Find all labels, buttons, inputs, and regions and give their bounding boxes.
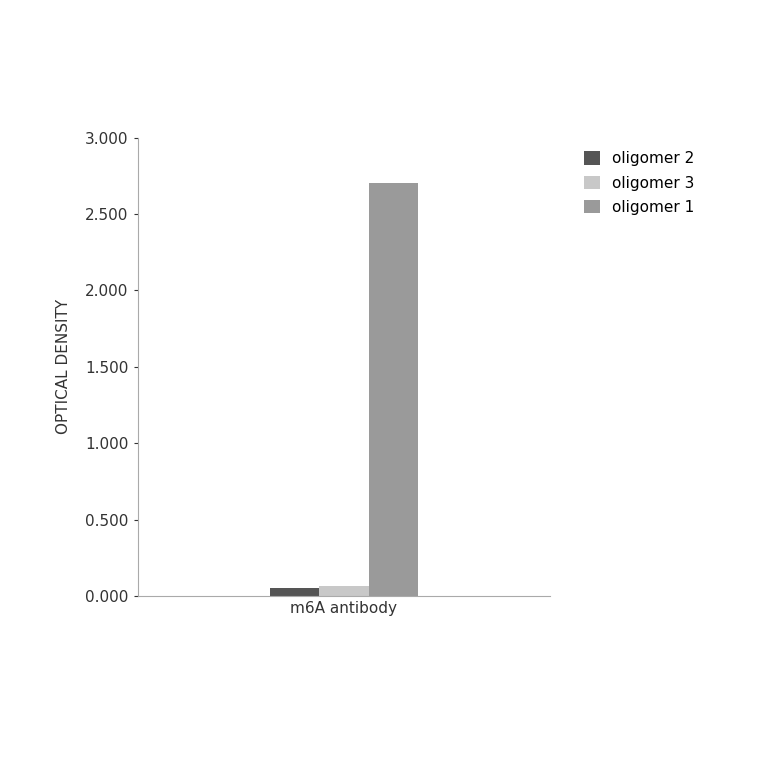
- Bar: [368, 183, 418, 596]
- Legend: oligomer 2, oligomer 3, oligomer 1: oligomer 2, oligomer 3, oligomer 1: [578, 145, 701, 221]
- Bar: [270, 588, 319, 596]
- Bar: [319, 587, 368, 596]
- Y-axis label: OPTICAL DENSITY: OPTICAL DENSITY: [56, 299, 71, 434]
